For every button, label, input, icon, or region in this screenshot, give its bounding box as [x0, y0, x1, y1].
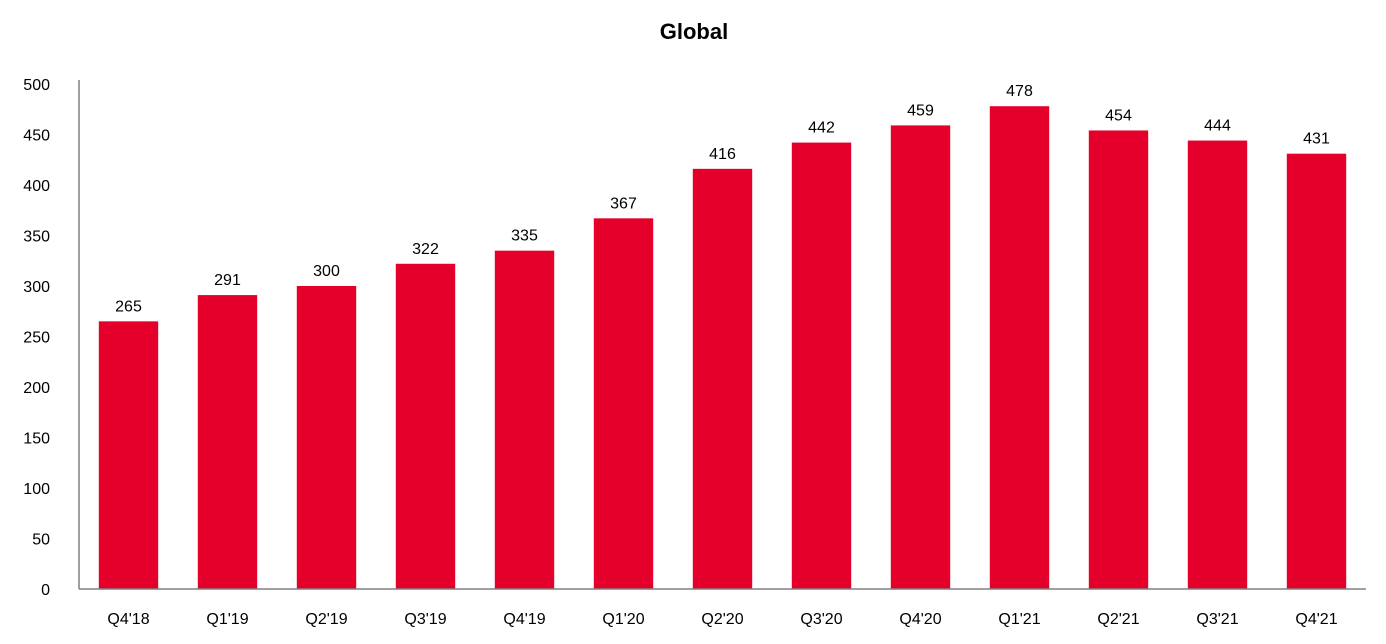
data-label: 444 — [1204, 118, 1231, 135]
y-tick-label: 400 — [23, 178, 50, 195]
bar — [890, 125, 951, 589]
data-label: 459 — [907, 102, 934, 119]
x-tick-label: Q1'20 — [602, 611, 644, 628]
data-label: 367 — [610, 195, 637, 212]
data-label: 322 — [412, 241, 439, 258]
bar — [1088, 130, 1149, 589]
x-tick-label: Q4'19 — [503, 611, 545, 628]
y-tick-label: 0 — [41, 582, 50, 599]
x-tick-label: Q1'21 — [998, 611, 1040, 628]
x-tick-label: Q3'21 — [1196, 611, 1238, 628]
data-label: 291 — [214, 272, 241, 289]
bar — [98, 321, 159, 589]
data-label: 300 — [313, 263, 340, 280]
x-tick-label: Q4'18 — [107, 611, 149, 628]
bar — [989, 106, 1050, 589]
bar — [494, 250, 555, 589]
bar — [395, 263, 456, 589]
y-tick-label: 200 — [23, 380, 50, 397]
y-tick-label: 50 — [32, 532, 50, 549]
bar — [692, 168, 753, 589]
y-tick-label: 300 — [23, 279, 50, 296]
data-label: 478 — [1006, 83, 1033, 100]
data-labels: 265 291 300 322 335 367 416 442 459 478 454 444 431 — [115, 83, 1330, 315]
x-axis-tick-labels: Q4'18 Q1'19 Q2'19 Q3'19 Q4'19 Q1'20 Q2'20 Q3'20… — [107, 611, 1337, 628]
x-tick-label: Q4'21 — [1295, 611, 1337, 628]
x-tick-label: Q1'19 — [206, 611, 248, 628]
x-tick-label: Q2'19 — [305, 611, 347, 628]
bar — [593, 218, 654, 589]
bar-series — [98, 106, 1347, 589]
data-label: 454 — [1105, 107, 1132, 124]
y-tick-label: 450 — [23, 128, 50, 145]
data-label: 265 — [115, 298, 142, 315]
x-tick-label: Q4'20 — [899, 611, 941, 628]
y-tick-label: 100 — [23, 481, 50, 498]
data-label: 335 — [511, 228, 538, 245]
x-tick-label: Q3'20 — [800, 611, 842, 628]
data-label: 416 — [709, 146, 736, 163]
x-tick-label: Q3'19 — [404, 611, 446, 628]
bar — [1286, 153, 1347, 589]
data-label: 431 — [1303, 131, 1330, 148]
bar — [296, 286, 357, 589]
bar — [1187, 140, 1248, 589]
bar — [197, 295, 258, 589]
y-axis-tick-labels: 0 50 100 150 200 250 300 350 400 450 500 — [23, 77, 50, 599]
x-tick-label: Q2'20 — [701, 611, 743, 628]
y-tick-label: 350 — [23, 229, 50, 246]
y-tick-label: 250 — [23, 330, 50, 347]
bar — [791, 142, 852, 589]
y-tick-label: 500 — [23, 77, 50, 94]
y-tick-label: 150 — [23, 431, 50, 448]
data-label: 442 — [808, 120, 835, 137]
chart-title: Global — [660, 19, 728, 44]
x-tick-label: Q2'21 — [1097, 611, 1139, 628]
